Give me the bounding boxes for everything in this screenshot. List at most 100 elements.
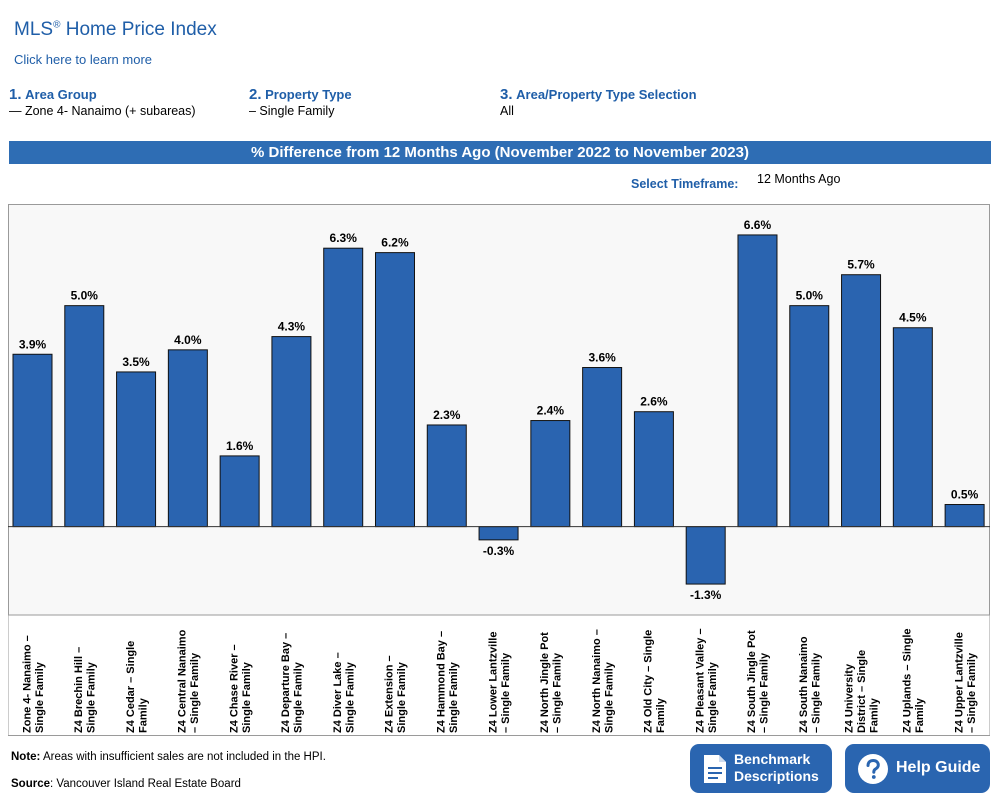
category-label: Single Family xyxy=(603,661,615,733)
step-area-group[interactable]: 1. Area Group — Zone 4- Nanaimo (+ subar… xyxy=(9,86,196,118)
data-label: 2.3% xyxy=(433,408,461,422)
category-label: Z4 Departure Bay – xyxy=(280,633,292,733)
timeframe-label: Select Timeframe: xyxy=(631,177,739,191)
benchmark-button-label: Benchmark Descriptions xyxy=(734,751,819,784)
category-label: – Single Family xyxy=(500,652,512,733)
step-property-type[interactable]: 2. Property Type – Single Family xyxy=(249,86,352,118)
step-number: 1. xyxy=(9,86,22,103)
bar[interactable] xyxy=(64,305,105,528)
category-label: Family xyxy=(869,697,881,733)
data-label: 5.7% xyxy=(847,258,875,272)
category-label: Z4 Uplands – Single xyxy=(902,628,914,733)
category-label: Family xyxy=(137,697,149,733)
category-label: Z4 Chase River – xyxy=(228,644,240,733)
data-label: 6.3% xyxy=(330,231,358,245)
category-label: – Single Family xyxy=(966,652,978,733)
category-label: Z4 Upper Lantzville xyxy=(953,632,965,733)
data-label: 3.9% xyxy=(19,337,47,351)
category-label: Single Family xyxy=(241,661,253,733)
bar[interactable] xyxy=(530,420,571,528)
step-number: 3. xyxy=(500,86,513,103)
data-label: 0.5% xyxy=(951,488,979,502)
footnote-note: Note: Areas with insufficient sales are … xyxy=(11,751,326,763)
category-label: Single Family xyxy=(293,661,305,733)
category-label: Z4 Lower Lantzville xyxy=(487,632,499,733)
category-label: Single Family xyxy=(448,661,460,733)
bar[interactable] xyxy=(582,367,623,528)
bar[interactable] xyxy=(944,504,985,528)
bar[interactable] xyxy=(323,247,364,528)
category-label: – Single Family xyxy=(189,652,201,733)
page-title: MLS® Home Price Index xyxy=(14,19,217,40)
category-label: – Single Family xyxy=(759,652,771,733)
data-label: 4.0% xyxy=(174,333,202,347)
data-label: 1.6% xyxy=(226,439,254,453)
data-label: 3.6% xyxy=(588,351,616,365)
step-value: All xyxy=(500,104,514,118)
data-label: 4.5% xyxy=(899,311,927,325)
category-label: Single Family xyxy=(86,661,98,733)
chart-banner: % Difference from 12 Months Ago (Novembe… xyxy=(9,141,991,164)
help-guide-button[interactable]: Help Guide xyxy=(845,744,990,793)
data-label: 3.5% xyxy=(122,355,150,369)
category-label: District – Single xyxy=(856,650,868,733)
category-label: Z4 Pleasant Valley – xyxy=(694,628,706,733)
category-label: Z4 South Jingle Pot xyxy=(746,630,758,733)
document-icon xyxy=(704,755,726,783)
category-label: Single Family xyxy=(344,661,356,733)
bar[interactable] xyxy=(478,526,519,541)
category-label: Single Family xyxy=(396,661,408,733)
data-label: 2.6% xyxy=(640,395,668,409)
bar[interactable] xyxy=(374,252,415,528)
data-label: 5.0% xyxy=(71,289,99,303)
bar[interactable] xyxy=(12,353,53,528)
category-label: – Single Family xyxy=(811,652,823,733)
data-label: 2.4% xyxy=(537,404,565,418)
data-label: 6.6% xyxy=(744,218,772,232)
help-button-label: Help Guide xyxy=(896,759,981,776)
step-label[interactable]: Area Group xyxy=(25,87,97,102)
step-value: – Single Family xyxy=(249,104,335,118)
bar[interactable] xyxy=(426,424,467,528)
category-label: Z4 North Nanaimo – xyxy=(591,629,603,733)
category-label: Z4 South Nanaimo xyxy=(798,636,810,733)
category-label: Z4 Extension – xyxy=(384,655,396,733)
step-label[interactable]: Property Type xyxy=(265,87,352,102)
category-label: Z4 Diver Lake – xyxy=(332,652,344,733)
category-label: Z4 North Jingle Pot xyxy=(539,632,551,733)
category-label: Family xyxy=(655,697,667,733)
bar[interactable] xyxy=(841,274,882,528)
bar-chart: 3.9%Zone 4- Nanaimo – Single Family5.0%Z4… xyxy=(8,218,990,735)
bar[interactable] xyxy=(167,349,208,528)
benchmark-descriptions-button[interactable]: Benchmark Descriptions xyxy=(690,744,832,793)
bar[interactable] xyxy=(737,234,778,528)
question-icon xyxy=(858,754,888,784)
bar[interactable] xyxy=(685,526,726,585)
data-label: -0.3% xyxy=(483,544,515,558)
category-label: Z4 Cedar – Single xyxy=(125,641,137,733)
category-label: Z4 Central Nanaimo xyxy=(177,629,189,733)
bar[interactable] xyxy=(271,336,312,528)
category-label: Z4 Hammond Bay – xyxy=(436,631,448,733)
bar[interactable] xyxy=(892,327,933,528)
category-label: Z4 Old City – Single xyxy=(643,630,655,733)
footnote-source: Source: Vancouver Island Real Estate Boa… xyxy=(11,778,241,790)
step-number: 2. xyxy=(249,86,262,103)
bar[interactable] xyxy=(789,305,830,528)
bar[interactable] xyxy=(633,411,674,528)
step-value: — Zone 4- Nanaimo (+ subareas) xyxy=(9,104,196,118)
category-label: Zone 4- Nanaimo – xyxy=(21,635,33,733)
learn-more-link[interactable]: Click here to learn more xyxy=(14,52,152,67)
timeframe-select[interactable]: 12 Months Ago xyxy=(757,172,841,186)
data-label: 5.0% xyxy=(796,289,824,303)
category-label: Single Family xyxy=(34,661,46,733)
step-label[interactable]: Area/Property Type Selection xyxy=(516,87,697,102)
bar[interactable] xyxy=(219,455,260,528)
bar[interactable] xyxy=(116,371,157,528)
category-label: Family xyxy=(914,697,926,733)
data-label: 4.3% xyxy=(278,320,306,334)
data-label: -1.3% xyxy=(690,588,722,602)
category-label: Single Family xyxy=(707,661,719,733)
category-label: Z4 Brechin Hill – xyxy=(73,647,85,733)
step-area-selection[interactable]: 3. Area/Property Type Selection All xyxy=(500,86,697,118)
